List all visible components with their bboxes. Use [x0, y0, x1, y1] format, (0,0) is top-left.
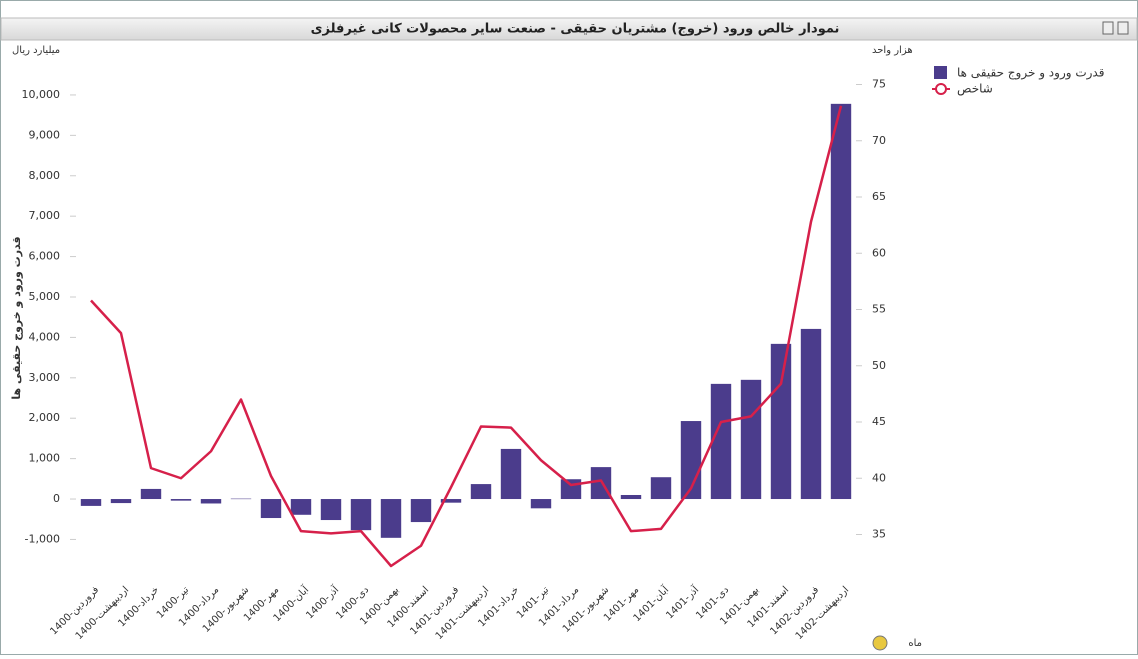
- bar: [650, 477, 672, 500]
- title-bar: [0, 17, 1138, 41]
- bar: [80, 499, 102, 506]
- bar: [800, 328, 822, 500]
- bar: [830, 103, 852, 500]
- y2-tick-label: 35: [872, 528, 886, 541]
- bar: [350, 499, 372, 531]
- chart-title: نمودار خالص ورود (خروج) مشتریان حقیقی - …: [311, 22, 840, 37]
- bar: [740, 379, 762, 500]
- y2-tick-label: 65: [872, 190, 886, 203]
- bar: [770, 343, 792, 500]
- y-unit: میلیارد ریال: [12, 45, 60, 56]
- bar: [530, 499, 552, 509]
- bar: [500, 448, 522, 500]
- bar: [260, 499, 282, 519]
- bar: [110, 499, 132, 504]
- y-tick-label: -1,000: [25, 532, 60, 545]
- y-tick-label: 10,000: [22, 88, 61, 101]
- line: [90, 105, 843, 568]
- print-icon[interactable]: [1102, 21, 1114, 35]
- y-tick-label: 0: [53, 492, 60, 505]
- y-tick-label: 3,000: [29, 371, 61, 384]
- export-icon[interactable]: [1117, 21, 1129, 35]
- legend-swatch: [935, 83, 947, 95]
- y2-tick-label: 50: [872, 359, 886, 372]
- bar: [560, 479, 582, 500]
- bar: [170, 499, 192, 501]
- bar: [320, 499, 342, 521]
- y2-tick-label: 40: [872, 471, 886, 484]
- y-tick-label: 1,000: [29, 452, 61, 465]
- legend-swatch: [934, 66, 947, 79]
- y2-tick-label: 75: [872, 78, 886, 91]
- y2-tick-label: 45: [872, 415, 886, 428]
- bar: [380, 499, 402, 538]
- y-tick-label: 8,000: [29, 169, 61, 182]
- y-tick-label: 9,000: [29, 128, 61, 141]
- bar: [200, 499, 222, 504]
- bar: [290, 499, 312, 515]
- y-tick-label: 5,000: [29, 290, 61, 303]
- y-tick-label: 7,000: [29, 209, 61, 222]
- bar: [470, 484, 492, 500]
- y2-tick-label: 60: [872, 246, 886, 259]
- bar: [410, 499, 432, 523]
- y-tick-label: 6,000: [29, 250, 61, 263]
- bar: [620, 494, 642, 500]
- settings-icon[interactable]: [872, 635, 888, 651]
- y2-tick-label: 55: [872, 303, 886, 316]
- bar: [230, 498, 252, 500]
- y2-tick-label: 70: [872, 134, 886, 147]
- y2-unit: هزار واحد: [872, 45, 913, 56]
- bar: [710, 383, 732, 500]
- legend-label: قدرت ورود و خروج حقیقی ها: [957, 66, 1104, 81]
- bar: [140, 488, 162, 500]
- y-axis-title: قدرت ورود و خروج حقیقی ها: [10, 236, 24, 399]
- legend-label: شاخص: [957, 82, 993, 97]
- x-axis-title: ماه: [908, 638, 922, 649]
- bar: [440, 499, 462, 503]
- y-tick-label: 2,000: [29, 411, 61, 424]
- y-tick-label: 4,000: [29, 330, 61, 343]
